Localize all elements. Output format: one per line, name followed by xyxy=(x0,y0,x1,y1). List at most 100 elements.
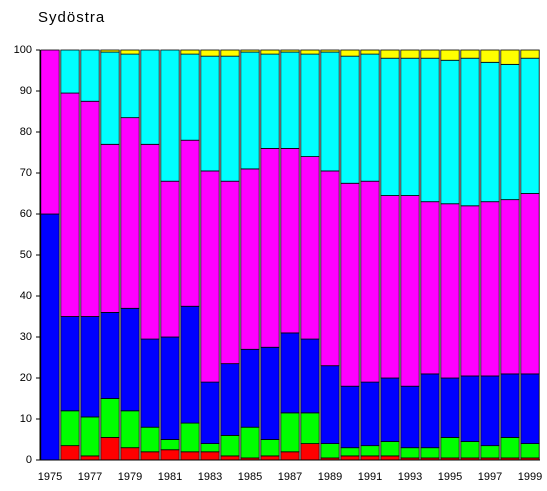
bar-segment xyxy=(280,332,300,414)
bar-segment xyxy=(340,385,360,449)
bar-segment xyxy=(260,147,280,348)
bar-segment xyxy=(420,49,440,59)
bar-segment xyxy=(420,373,440,449)
y-tick-label: 60 xyxy=(20,208,32,220)
bar-segment xyxy=(420,201,440,375)
bar-segment xyxy=(240,426,260,459)
bar-segment xyxy=(80,100,100,317)
bar-segment xyxy=(80,416,100,457)
bar-segment xyxy=(180,451,200,461)
bar-segment xyxy=(460,57,480,207)
bar-segment xyxy=(80,49,100,102)
bar-segment xyxy=(380,455,400,461)
x-tick-label: 1993 xyxy=(398,471,422,483)
bar-segment xyxy=(180,139,200,307)
bar-segment xyxy=(240,51,260,170)
bar-segment xyxy=(60,49,80,94)
bar-segment xyxy=(340,182,360,387)
x-tick-label: 1983 xyxy=(198,471,222,483)
bar-segment xyxy=(400,195,420,387)
x-tick-label: 1985 xyxy=(238,471,262,483)
bar-segment xyxy=(60,445,80,461)
bar-segment xyxy=(100,398,120,438)
bar-segment xyxy=(100,143,120,313)
bar-segment xyxy=(200,381,220,445)
bar-segment xyxy=(140,451,160,461)
bar-segment xyxy=(480,49,500,63)
bar-segment xyxy=(220,180,240,365)
x-tick-label: 1987 xyxy=(278,471,302,483)
bar-segment xyxy=(500,63,520,201)
bar-segment xyxy=(60,410,80,447)
bar-segment xyxy=(40,49,60,215)
y-tick-label: 70 xyxy=(20,167,32,179)
bar-segment xyxy=(520,443,540,459)
bar-segment xyxy=(380,441,400,457)
bar-segment xyxy=(340,447,360,457)
bar-segment xyxy=(200,49,220,57)
bar-segment xyxy=(480,375,500,447)
bar-segment xyxy=(300,443,320,461)
bar-segment xyxy=(520,57,540,194)
bar-segment xyxy=(160,439,180,451)
bar-segment xyxy=(380,195,400,379)
bar-segment xyxy=(180,305,200,424)
y-tick-label: 0 xyxy=(26,454,32,466)
y-tick-label: 100 xyxy=(14,44,32,56)
y-tick-label: 30 xyxy=(20,331,32,343)
bar-segment xyxy=(280,451,300,461)
x-tick-label: 1997 xyxy=(478,471,502,483)
bar-segment xyxy=(280,147,300,334)
x-tick-label: 1999 xyxy=(518,471,542,483)
bar-segment xyxy=(340,455,360,461)
bar-segment xyxy=(220,455,240,461)
bar-segment xyxy=(440,59,460,205)
bar-segment xyxy=(340,49,360,57)
bar-segment xyxy=(200,451,220,461)
bar-segment xyxy=(160,180,180,338)
bar-segment xyxy=(460,205,480,377)
x-tick-label: 1995 xyxy=(438,471,462,483)
bar-segment xyxy=(400,447,420,459)
bar-segment xyxy=(460,49,480,59)
bar-segment xyxy=(240,49,260,53)
bar-segment xyxy=(420,57,440,203)
bar-segment xyxy=(120,53,140,119)
bar-segment xyxy=(400,49,420,59)
bar-segment xyxy=(220,49,240,57)
bar-segment xyxy=(440,203,460,379)
bar-segment xyxy=(120,49,140,55)
bar-segment xyxy=(300,49,320,55)
bar-segment xyxy=(500,373,520,438)
bar-segment xyxy=(220,55,240,182)
bar-segment xyxy=(120,117,140,309)
bar-segment xyxy=(360,180,380,383)
bar-segment xyxy=(140,426,160,453)
bar-segment xyxy=(300,412,320,445)
y-tick-label: 50 xyxy=(20,249,32,261)
bar-segment xyxy=(400,385,420,449)
x-tick-label: 1977 xyxy=(78,471,102,483)
bar-segment xyxy=(420,447,440,459)
bar-segment xyxy=(520,49,540,59)
bar-segment xyxy=(180,422,200,453)
bar-segment xyxy=(260,49,280,55)
bar-segment xyxy=(360,49,380,55)
bar-segment xyxy=(300,53,320,157)
x-tick-label: 1979 xyxy=(118,471,142,483)
y-tick-label: 90 xyxy=(20,85,32,97)
bar-segment xyxy=(100,51,120,145)
bar-segment xyxy=(480,445,500,459)
bar-segment xyxy=(460,441,480,459)
bar-segment xyxy=(320,443,340,459)
bar-segment xyxy=(360,455,380,461)
x-tick-label: 1991 xyxy=(358,471,382,483)
bar-segment xyxy=(160,336,180,440)
bar-segment xyxy=(440,377,460,438)
chart-title: Sydöstra xyxy=(38,9,105,26)
x-tick-label: 1989 xyxy=(318,471,342,483)
bar-segment xyxy=(440,437,460,459)
bar-segment xyxy=(140,49,160,145)
bar-segment xyxy=(240,348,260,428)
